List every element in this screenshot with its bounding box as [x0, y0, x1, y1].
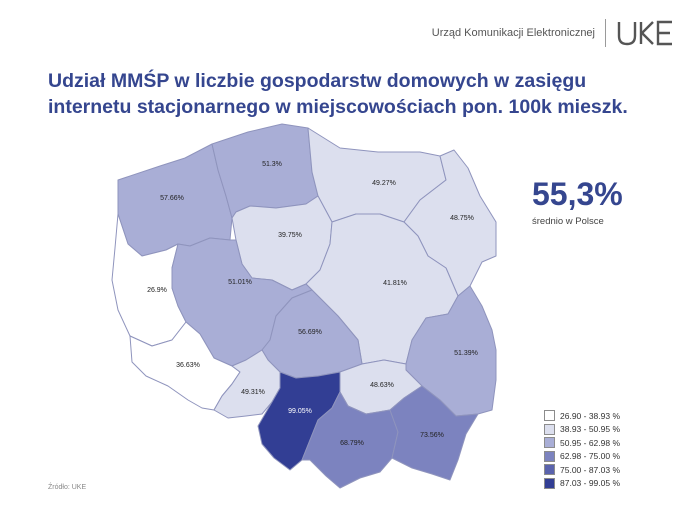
- region-label-mazowieckie: 41.81%: [383, 280, 407, 287]
- legend-swatch: [544, 450, 555, 462]
- legend-item: 75.00 - 87.03 %: [544, 463, 620, 477]
- map-legend: 26.90 - 38.93 % 38.93 - 50.95 % 50.95 - …: [544, 409, 620, 490]
- legend-label: 26.90 - 38.93 %: [560, 410, 621, 421]
- region-pomorskie: [211, 123, 319, 219]
- organization-name: Urząd Komunikacji Elektronicznej: [431, 27, 595, 39]
- region-label-slaskie: 99.05%: [288, 408, 312, 415]
- region-label-pomorskie: 51.3%: [262, 161, 282, 168]
- legend-swatch: [544, 464, 555, 476]
- legend-swatch: [544, 437, 555, 449]
- region-label-zachodniopomorskie: 57.66%: [160, 195, 184, 202]
- region-label-lubuskie: 26.9%: [147, 287, 167, 294]
- legend-swatch: [544, 410, 555, 422]
- region-podkarpackie: [389, 385, 479, 481]
- title-line-1: Udział MMŚP w liczbie gospodarstw domowy…: [48, 70, 587, 92]
- page-title: Udział MMŚP w liczbie gospodarstw domowy…: [48, 68, 688, 120]
- legend-label: 38.93 - 50.95 %: [560, 424, 621, 435]
- source-note: Źródło: UKE: [48, 484, 87, 491]
- legend-item: 38.93 - 50.95 %: [544, 423, 620, 437]
- legend-label: 75.00 - 87.03 %: [560, 464, 621, 475]
- region-label-podlaskie: 48.75%: [450, 215, 474, 222]
- region-label-dolnoslaskie: 36.63%: [176, 362, 200, 369]
- legend-swatch: [544, 423, 555, 435]
- region-label-lodzkie: 56.69%: [298, 329, 322, 336]
- region-label-opolskie: 49.31%: [241, 389, 265, 396]
- region-label-wielkopolskie: 51.01%: [228, 279, 252, 286]
- legend-item: 50.95 - 62.98 %: [544, 436, 620, 450]
- header: Urząd Komunikacji Elektronicznej: [432, 18, 676, 48]
- region-label-swietokrzyskie: 48.63%: [370, 382, 394, 389]
- region-label-podkarpackie: 73.56%: [420, 432, 444, 439]
- national-average: 55,3% średnio w Polsce: [532, 176, 623, 227]
- header-divider: [605, 19, 606, 47]
- region-label-warminsko-mazurskie: 49.27%: [372, 180, 396, 187]
- legend-item: 26.90 - 38.93 %: [544, 409, 620, 423]
- region-opolskie: [213, 349, 281, 419]
- region-label-lubelskie: 51.39%: [454, 350, 478, 357]
- title-line-2: internetu stacjonarnego w miejscowościac…: [48, 96, 628, 118]
- legend-label: 62.98 - 75.00 %: [560, 451, 621, 462]
- average-value: 55,3%: [532, 176, 623, 212]
- legend-item: 62.98 - 75.00 %: [544, 450, 620, 464]
- region-label-malopolskie: 68.79%: [340, 440, 364, 447]
- average-label: średnio w Polsce: [532, 216, 604, 227]
- legend-item: 87.03 - 99.05 %: [544, 477, 620, 491]
- uke-logo-icon: [617, 20, 672, 46]
- legend-label: 87.03 - 99.05 %: [560, 478, 621, 489]
- legend-label: 50.95 - 62.98 %: [560, 437, 621, 448]
- region-malopolskie: [301, 391, 399, 489]
- region-label-kujawsko-pomorskie: 39.75%: [278, 232, 302, 239]
- legend-swatch: [544, 477, 555, 489]
